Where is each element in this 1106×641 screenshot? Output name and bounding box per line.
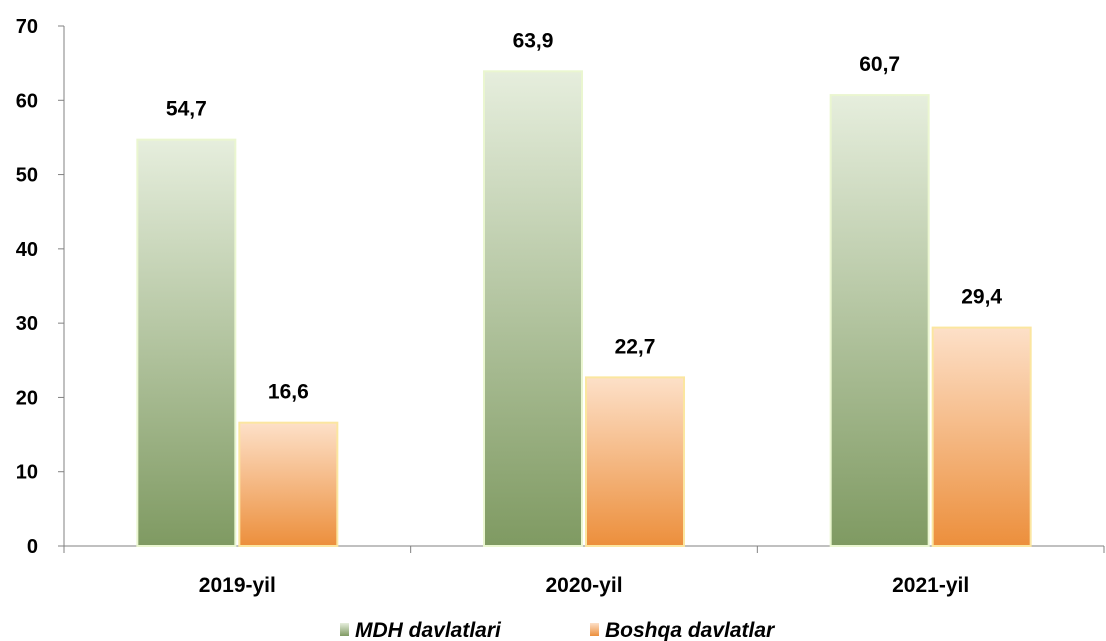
y-tick-label: 10 (16, 462, 38, 484)
legend-swatch (590, 623, 599, 636)
y-tick-label: 0 (27, 536, 38, 558)
axes: 0 10 20 30 40 50 60 70 2019-yil 2020-yil 2021-yil (16, 16, 1105, 597)
y-tick-label: 60 (16, 90, 38, 112)
y-tick-label: 20 (16, 387, 38, 409)
legend-label: MDH davlatlari (355, 619, 502, 641)
data-label: 60,7 (859, 53, 900, 76)
legend-swatch (340, 623, 349, 636)
data-label: 22,7 (615, 335, 656, 358)
legend: MDH davlatlari Boshqa davlatlar (340, 619, 776, 641)
x-tick-label: 2019-yil (199, 574, 276, 597)
x-tick-label: 2020-yil (545, 574, 622, 597)
bar-boshqa-2019-yil (238, 421, 339, 547)
data-label: 54,7 (166, 98, 207, 121)
y-tick-label: 70 (16, 16, 38, 38)
legend-label: Boshqa davlatlar (605, 619, 776, 641)
data-label: 29,4 (961, 286, 1002, 309)
y-tick-label: 50 (16, 165, 38, 187)
y-tick-label: 30 (16, 313, 38, 335)
data-label: 16,6 (268, 381, 309, 404)
data-label: 63,9 (513, 29, 554, 52)
bar-boshqa-2020-yil (585, 376, 685, 547)
data-labels: 54,7 16,6 63,9 22,7 60,7 29,4 (166, 29, 1003, 403)
bar-mdh-2020-yil (483, 70, 583, 547)
bars (136, 70, 1032, 548)
x-tick-label: 2021-yil (892, 574, 969, 597)
bar-boshqa-2021-yil (931, 326, 1032, 547)
bar-mdh-2021-yil (829, 94, 930, 547)
y-tick-label: 40 (16, 239, 38, 261)
bar-mdh-2019-yil (136, 138, 237, 548)
